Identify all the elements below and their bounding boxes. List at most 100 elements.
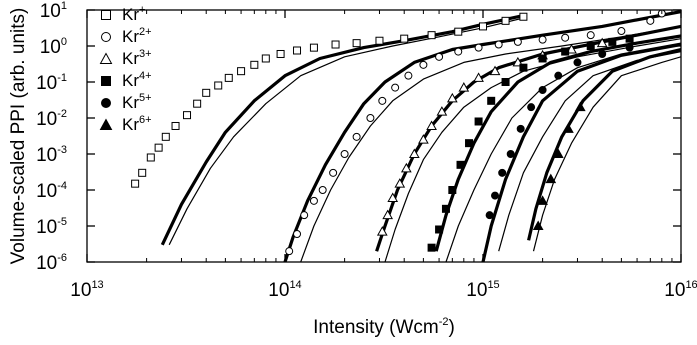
data-point-series-1 xyxy=(309,43,318,52)
y-tick-label: 10-5 xyxy=(36,216,67,238)
data-point-series-1 xyxy=(293,46,302,55)
data-point-series-2 xyxy=(538,35,547,44)
data-point-series-5 xyxy=(625,43,634,52)
data-point-series-2 xyxy=(366,114,375,122)
x-tick-label: 1014 xyxy=(268,279,301,301)
data-point-series-1 xyxy=(214,81,223,90)
thick-model-curve xyxy=(283,10,681,262)
data-point-series-1 xyxy=(454,27,463,36)
data-point-series-2 xyxy=(586,31,595,40)
data-point-series-2 xyxy=(293,229,302,238)
plot-frame xyxy=(86,9,682,263)
x-tick-label: 1013 xyxy=(70,279,103,301)
data-point-series-3 xyxy=(473,72,484,82)
data-point-series-1 xyxy=(375,36,384,45)
data-point-series-1 xyxy=(193,99,202,108)
data-point-series-3 xyxy=(382,209,394,220)
data-point-series-2 xyxy=(454,47,463,56)
thick-model-curve xyxy=(527,47,681,241)
data-point-series-4 xyxy=(538,54,547,63)
data-point-series-1 xyxy=(427,31,436,40)
legend-label-1: Kr+ xyxy=(122,4,145,24)
data-point-series-1 xyxy=(224,73,233,82)
data-point-series-4 xyxy=(435,225,444,234)
y-tick-label: 10-4 xyxy=(36,180,67,202)
x-tick-label: 1015 xyxy=(466,279,499,301)
y-tick-label: 101 xyxy=(40,0,67,22)
data-point-series-2 xyxy=(419,60,428,69)
data-point-series-2 xyxy=(309,196,318,205)
data-point-series-6 xyxy=(545,173,557,184)
data-point-series-3 xyxy=(408,148,420,158)
data-point-series-2 xyxy=(474,43,483,52)
legend: Kr+Kr2+Kr3+Kr4+Kr5+Kr6+ xyxy=(99,4,152,134)
data-point-series-5 xyxy=(527,103,536,112)
data-point-series-2 xyxy=(318,186,327,194)
data-point-series-4 xyxy=(519,63,528,72)
data-point-series-1 xyxy=(131,179,140,188)
data-point-series-3 xyxy=(418,134,429,144)
legend-marker-4 xyxy=(101,76,111,86)
data-point-series-5 xyxy=(485,211,494,220)
data-points xyxy=(131,10,666,256)
data-point-series-5 xyxy=(598,49,607,58)
data-point-series-5 xyxy=(538,85,547,94)
legend-marker-5 xyxy=(101,98,111,108)
tick-labels: 1013 1014 1015 1016 101 100 10-1 10-2 10-3 10-4 10… xyxy=(36,0,697,301)
y-tick-label: 10-3 xyxy=(36,144,67,166)
data-point-series-2 xyxy=(329,168,338,177)
data-point-series-5 xyxy=(554,71,563,80)
legend-marker-2 xyxy=(101,32,111,42)
data-point-series-3 xyxy=(376,226,388,236)
data-point-series-6 xyxy=(552,148,564,158)
y-tick-label: 100 xyxy=(40,36,67,58)
legend-marker-1 xyxy=(101,10,111,20)
data-point-series-6 xyxy=(563,123,574,133)
x-tick-label: 1016 xyxy=(664,279,697,301)
thin-model-curve xyxy=(168,17,524,246)
thick-model-curve xyxy=(434,34,681,252)
data-point-series-2 xyxy=(404,71,413,80)
data-point-series-4 xyxy=(456,160,465,169)
data-point-series-3 xyxy=(436,106,448,116)
legend-marker-3 xyxy=(99,52,113,64)
data-point-series-6 xyxy=(574,101,586,112)
data-point-series-4 xyxy=(474,117,483,126)
legend-label-2: Kr2+ xyxy=(122,26,152,46)
data-point-series-3 xyxy=(400,162,412,173)
data-point-series-1 xyxy=(161,132,170,141)
data-point-series-1 xyxy=(250,60,259,69)
legend-label-4: Kr4+ xyxy=(122,70,152,90)
data-point-series-2 xyxy=(617,27,626,36)
data-point-series-4 xyxy=(625,34,634,43)
data-point-series-3 xyxy=(458,82,470,92)
data-point-series-4 xyxy=(427,243,436,252)
thin-model-curve xyxy=(532,56,681,252)
data-point-series-3 xyxy=(446,92,458,103)
data-point-series-5 xyxy=(498,168,507,177)
data-point-series-1 xyxy=(237,67,246,76)
data-point-series-6 xyxy=(532,220,544,230)
data-point-series-4 xyxy=(501,78,510,86)
data-point-series-4 xyxy=(448,186,457,194)
data-point-series-4 xyxy=(441,204,450,213)
data-point-series-2 xyxy=(435,52,444,61)
thick-model-curve xyxy=(481,42,681,262)
data-point-series-5 xyxy=(506,150,515,158)
y-tick-label: 10-6 xyxy=(36,252,67,274)
thin-model-curve xyxy=(384,38,681,262)
data-point-series-4 xyxy=(465,139,474,148)
legend-label-3: Kr3+ xyxy=(122,48,152,68)
data-point-series-1 xyxy=(331,40,340,49)
data-point-series-1 xyxy=(138,168,147,177)
data-point-series-2 xyxy=(285,247,294,256)
data-point-series-4 xyxy=(608,37,617,46)
data-point-series-2 xyxy=(300,211,309,220)
legend-marker-6 xyxy=(99,118,113,130)
data-point-series-2 xyxy=(340,150,349,158)
legend-label-5: Kr5+ xyxy=(122,92,152,112)
data-point-series-3 xyxy=(426,120,437,130)
data-point-series-3 xyxy=(566,43,577,54)
data-point-series-1 xyxy=(183,111,192,120)
axis-ticks xyxy=(86,9,682,263)
